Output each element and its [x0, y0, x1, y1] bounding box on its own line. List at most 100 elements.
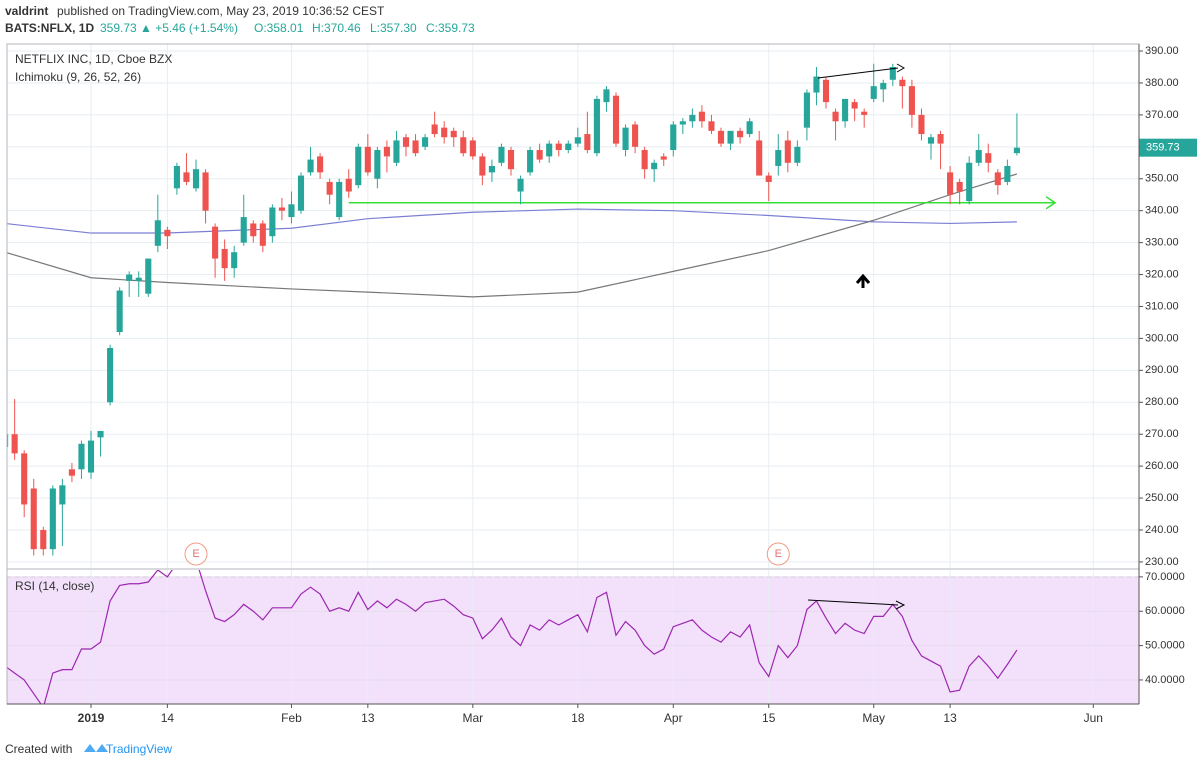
candle-body	[68, 469, 75, 476]
candle-body	[574, 137, 581, 144]
x-tick-label: 2019	[78, 711, 105, 725]
candle-body	[402, 137, 410, 147]
y-tick-label: 50.0000	[1145, 639, 1185, 651]
candle-body	[698, 111, 705, 122]
candle-body	[431, 124, 438, 135]
candle-body	[164, 229, 171, 237]
candle-body	[97, 431, 104, 438]
candle-body	[727, 130, 734, 144]
y-tick-label: 370.00	[1145, 109, 1179, 121]
candle-body	[49, 488, 56, 550]
footer-brand[interactable]: TradingView	[106, 742, 172, 756]
y-tick-label: 70.0000	[1145, 571, 1185, 583]
candle-body	[135, 277, 142, 281]
candle-body	[603, 89, 610, 103]
candle-body	[307, 159, 314, 173]
candle-body	[975, 150, 982, 163]
candle-body	[861, 111, 868, 115]
candle-body	[985, 153, 992, 163]
candle-body	[278, 207, 285, 211]
trend-arrow-head	[896, 63, 906, 73]
x-tick-label: 14	[161, 711, 175, 725]
candle-body	[994, 172, 1001, 186]
candle-body	[565, 143, 572, 151]
candle-body	[660, 156, 667, 160]
candle-body	[1013, 147, 1020, 154]
close: C:359.73	[426, 21, 475, 35]
candle-body	[441, 127, 448, 138]
candle-body	[479, 156, 486, 176]
candle-body	[765, 175, 772, 182]
y-tick-label: 390.00	[1145, 45, 1179, 57]
candle-body	[154, 220, 161, 246]
rsi-label: RSI (14, close)	[15, 579, 94, 593]
support-arrow-head	[1045, 196, 1057, 210]
y-tick-label: 350.00	[1145, 173, 1179, 185]
ichimoku-line	[7, 173, 1018, 298]
y-tick-label: 380.00	[1145, 77, 1179, 89]
candle-body	[717, 130, 725, 144]
candle-body	[507, 150, 515, 170]
change: ▲ +5.46 (+1.54%)	[140, 21, 238, 35]
candle-body	[832, 111, 839, 122]
x-tick-label: Jun	[1084, 711, 1103, 725]
candle-body	[78, 443, 85, 470]
candle-body	[927, 137, 935, 144]
candle-body	[21, 453, 28, 505]
candle-body	[842, 98, 849, 122]
candle-body	[756, 140, 763, 176]
candle-body	[651, 162, 658, 170]
candle-body	[536, 150, 543, 160]
y-tick-label: 300.00	[1145, 332, 1179, 344]
candle-body	[813, 76, 820, 93]
candle-body	[250, 223, 257, 237]
candle-body	[880, 82, 887, 90]
y-tick-label: 290.00	[1145, 364, 1179, 376]
up-arrow	[855, 273, 871, 288]
y-tick-label: 310.00	[1145, 300, 1179, 312]
axes: 2019 14 Feb 13 Mar 18 Apr 15 May 13 Jun 230.00 240.0…	[78, 45, 1197, 725]
candle-body	[40, 530, 47, 550]
candle-body	[87, 440, 95, 473]
candle-body	[851, 102, 858, 109]
candle-body	[30, 488, 37, 550]
y-tick-label: 280.00	[1145, 396, 1179, 408]
candle-body	[527, 150, 534, 173]
candle-body	[746, 121, 753, 135]
candle-body	[803, 92, 810, 128]
y-tick-label: 240.00	[1145, 524, 1179, 536]
candle-body	[689, 114, 696, 122]
candle-body	[297, 175, 305, 211]
candle-body	[345, 178, 352, 192]
candle-body	[555, 143, 562, 151]
candle-body	[412, 140, 419, 154]
earnings-marker	[184, 542, 208, 566]
candle-body	[546, 143, 553, 157]
footer-created: Created with	[5, 742, 72, 756]
y-tick-label: 250.00	[1145, 492, 1179, 504]
y-tick-label: 40.0000	[1145, 674, 1185, 686]
candle-body	[918, 114, 925, 135]
indicator-label: Ichimoku (9, 26, 52, 26)	[15, 70, 141, 84]
y-tick-label: 330.00	[1145, 237, 1179, 249]
x-tick-label: Apr	[664, 711, 683, 725]
candle-body	[870, 86, 877, 99]
candle-body	[183, 172, 190, 182]
ichimoku-line	[7, 208, 1017, 234]
candle-body	[231, 252, 238, 269]
candle-body	[202, 172, 209, 211]
rsi-line	[7, 570, 1018, 704]
candle-body	[269, 207, 276, 237]
candle-body	[679, 121, 686, 125]
candle-body	[593, 98, 600, 154]
last: 359.73	[100, 21, 137, 35]
author[interactable]: valdrint	[5, 4, 48, 18]
low: L:357.30	[370, 21, 417, 35]
rsi-trend-arrow	[807, 599, 899, 606]
candle-body	[488, 165, 495, 173]
candle-body	[889, 66, 896, 80]
candle-body	[355, 146, 362, 186]
candle-body	[422, 137, 429, 147]
x-tick-label: 13	[943, 711, 957, 725]
y-tick-label: 230.00	[1145, 556, 1179, 568]
